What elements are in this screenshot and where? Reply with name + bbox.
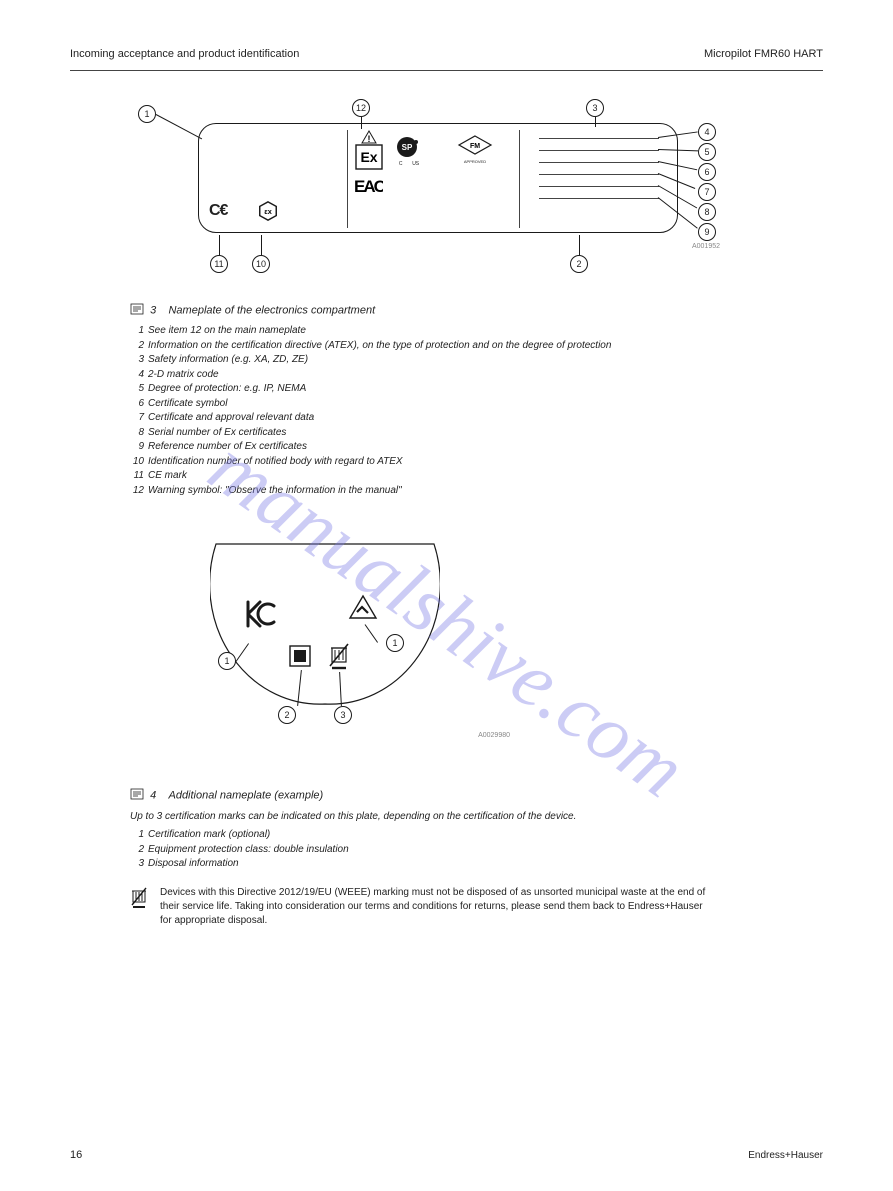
weee-bin-icon-small (130, 886, 148, 911)
callout-1: 1 (138, 105, 156, 123)
svg-text:FM: FM (470, 143, 480, 150)
line-r3 (539, 162, 659, 163)
callout-2: 2 (570, 255, 588, 273)
callout-line-11 (219, 235, 220, 255)
nameplate-outline: C€ εx ! Ex EAC SP C US FM APPROVED (198, 123, 678, 233)
legend-row: 7Certificate and approval relevant data (130, 411, 615, 426)
kc-mark-icon (242, 598, 278, 633)
figure-b-legend: 1Certification mark (optional)2Equipment… (130, 828, 823, 872)
callout-b-3: 3 (334, 706, 352, 724)
figure-b-code: A0029980 (478, 732, 510, 739)
callout-b-2: 2 (278, 706, 296, 724)
callout-b-1: 1 (218, 652, 236, 670)
line-r5 (539, 186, 659, 187)
callout-10: 10 (252, 255, 270, 273)
callout-4: 4 (698, 123, 716, 141)
weee-note: Devices with this Directive 2012/19/EU (… (130, 886, 710, 928)
legend-row: 42-D matrix code (130, 368, 615, 383)
svg-text:SP: SP (402, 143, 413, 152)
callout-6: 6 (698, 163, 716, 181)
legend-row: 10Identification number of notified body… (130, 455, 615, 470)
svg-text:εx: εx (264, 207, 272, 216)
figure-a: C€ εx ! Ex EAC SP C US FM APPROVED (130, 95, 770, 295)
fig-a-num: 3 (150, 304, 156, 316)
callout-7: 7 (698, 183, 716, 201)
legend-row: 2Information on the certification direct… (130, 339, 615, 354)
ce-mark-icon: C€ (209, 202, 227, 220)
csa-mark-icon: SP C US (394, 134, 424, 167)
line-r1 (539, 138, 659, 139)
svg-text:Ex: Ex (360, 149, 377, 165)
fig-b-text: Additional nameplate (example) (168, 789, 323, 801)
legend-row: 1See item 12 on the main nameplate (130, 324, 615, 339)
legend-row: 8Serial number of Ex certificates (130, 426, 615, 441)
figure-b-intro: Up to 3 certification marks can be indic… (130, 811, 690, 822)
legend-b-table: 1Certification mark (optional)2Equipment… (130, 828, 353, 872)
svg-text:EAC: EAC (355, 177, 383, 196)
legend-a-table: 1See item 12 on the main nameplate2Infor… (130, 324, 615, 498)
legend-row: 6Certificate symbol (130, 397, 615, 412)
header-left: Incoming acceptance and product identifi… (70, 48, 299, 60)
legend-row: 2Equipment protection class: double insu… (130, 843, 353, 858)
figure-b-caption: 4 Additional nameplate (example) (130, 788, 823, 803)
line-r2 (539, 150, 659, 151)
callout-12: 12 (352, 99, 370, 117)
fig-b-num: 4 (150, 789, 156, 801)
weee-bin-icon (328, 642, 350, 673)
legend-row: 9Reference number of Ex certificates (130, 440, 615, 455)
fm-approved-icon: FM APPROVED (455, 134, 495, 164)
callout-line-10 (261, 235, 262, 255)
legend-row: 1Certification mark (optional) (130, 828, 353, 843)
footer-brand: Endress+Hauser (748, 1150, 823, 1161)
eac-mark-icon: EAC (355, 174, 383, 199)
legend-row: 3Disposal information (130, 857, 353, 872)
legend-row: 3Safety information (e.g. XA, ZD, ZE) (130, 353, 615, 368)
weee-note-text: Devices with this Directive 2012/19/EU (… (160, 886, 710, 928)
callout-b-1b: 1 (386, 634, 404, 652)
ex-box-icon: Ex (355, 144, 383, 173)
ex-hexagon-icon: εx (257, 200, 279, 225)
callout-line-2 (579, 235, 580, 255)
double-insulation-icon (288, 644, 312, 671)
callout-line-1 (156, 114, 202, 139)
page-number: 16 (70, 1149, 82, 1161)
line-r6 (539, 198, 659, 199)
header-rule (70, 70, 823, 71)
line-r4 (539, 174, 659, 175)
figure-a-caption: 3 Nameplate of the electronics compartme… (130, 303, 823, 318)
figure-a-legend: 1See item 12 on the main nameplate2Infor… (130, 324, 823, 498)
figure-a-code: A001952 (692, 243, 720, 250)
legend-row: 5Degree of protection: e.g. IP, NEMA (130, 382, 615, 397)
figure-b: 1 1 2 3 A0029980 (170, 532, 470, 782)
callout-line-12 (361, 117, 362, 129)
legend-row: 12Warning symbol: "Observe the informati… (130, 484, 615, 499)
callout-8: 8 (698, 203, 716, 221)
callout-3: 3 (586, 99, 604, 117)
svg-text:!: ! (368, 134, 371, 144)
header-right: Micropilot FMR60 HART (704, 48, 823, 60)
callout-5: 5 (698, 143, 716, 161)
divider-1 (347, 130, 348, 228)
fig-a-text: Nameplate of the electronics compartment (168, 304, 375, 316)
divider-2 (519, 130, 520, 228)
callout-11: 11 (210, 255, 228, 273)
legend-row: 11CE mark (130, 469, 615, 484)
rcm-mark-icon (348, 594, 378, 625)
callout-line-3 (595, 117, 596, 127)
callout-9: 9 (698, 223, 716, 241)
